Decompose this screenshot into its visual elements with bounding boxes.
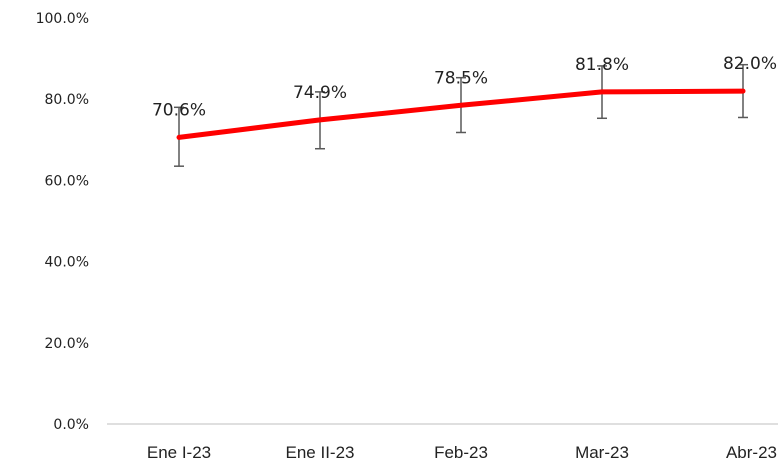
x-category-label: Feb-23 bbox=[434, 443, 488, 462]
data-label: 82.0% bbox=[723, 54, 777, 74]
x-axis-category-labels: Ene I-23 Ene II-23 Feb-23 Mar-23 Abr-23 bbox=[147, 443, 777, 462]
data-label: 74.9% bbox=[293, 83, 347, 103]
x-category-label: Mar-23 bbox=[575, 443, 629, 462]
data-labels: 70.6% 74.9% 78.5% 81.8% 82.0% bbox=[152, 54, 777, 120]
y-tick-label: 0.0% bbox=[53, 417, 89, 433]
series-line bbox=[176, 88, 746, 140]
x-category-label: Ene II-23 bbox=[286, 443, 355, 462]
x-category-label: Ene I-23 bbox=[147, 443, 211, 462]
y-tick-label: 40.0% bbox=[45, 255, 89, 271]
data-label: 70.6% bbox=[152, 100, 206, 120]
x-category-label: Abr-23 bbox=[726, 443, 777, 462]
data-label: 78.5% bbox=[434, 68, 488, 88]
y-axis-tick-labels: 0.0% 20.0% 40.0% 60.0% 80.0% 100.0% bbox=[36, 11, 89, 433]
y-tick-label: 60.0% bbox=[45, 173, 89, 189]
data-label: 81.8% bbox=[575, 55, 629, 75]
y-tick-label: 100.0% bbox=[36, 11, 89, 27]
y-tick-label: 20.0% bbox=[45, 336, 89, 352]
y-tick-label: 80.0% bbox=[45, 92, 89, 108]
